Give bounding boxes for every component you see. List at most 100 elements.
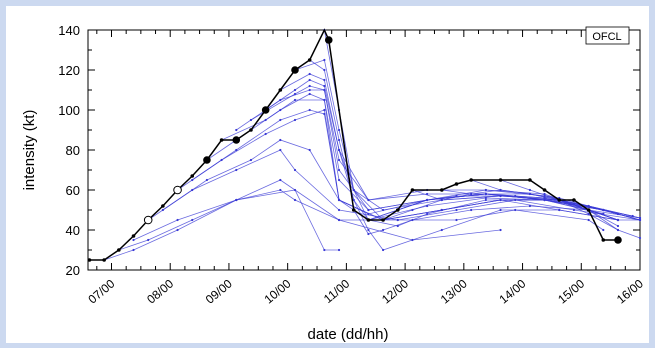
y-axis: 20 40 60 80 100 120 140 [58, 23, 640, 278]
forecast-point [308, 92, 311, 96]
best-track-point [278, 88, 283, 92]
forecast-point [455, 218, 458, 222]
forecast-point [323, 58, 326, 62]
forecast-point [484, 188, 487, 192]
y-tick-label: 140 [58, 23, 80, 38]
forecast-point [191, 218, 194, 222]
forecast-point [528, 204, 531, 208]
y-tick-label: 100 [58, 103, 80, 118]
x-tick-label: 12/00 [379, 276, 411, 306]
forecast-point [499, 188, 502, 192]
forecast-point [484, 198, 487, 202]
y-tick-label: 80 [66, 143, 80, 158]
y-tick-label: 60 [66, 183, 80, 198]
forecast-point [367, 232, 370, 236]
forecast-point [587, 204, 590, 208]
forecast-point [235, 148, 238, 152]
forecast-point [337, 248, 341, 252]
best-track-point [528, 178, 532, 182]
forecast-line [338, 149, 619, 251]
forecast-point [279, 148, 282, 152]
forecast-point [293, 98, 297, 102]
forecast-point [176, 228, 179, 232]
forecast-point [367, 208, 370, 212]
best-track-point [219, 138, 224, 142]
forecast-point [484, 196, 487, 200]
best-track-point [117, 248, 121, 252]
legend: OFCL [585, 26, 630, 45]
x-axis-label: date (dd/hh) [308, 326, 389, 343]
forecast-point [440, 198, 443, 202]
forecast-point [558, 208, 561, 212]
forecast-point [293, 88, 297, 92]
forecast-point [337, 198, 341, 202]
forecast-point [426, 212, 429, 216]
forecast-point [367, 228, 370, 232]
forecast-point [616, 224, 620, 228]
forecast-point [176, 218, 179, 222]
forecast-point [308, 78, 311, 82]
best-track-point [173, 185, 182, 195]
forecast-point [470, 208, 473, 212]
x-tick-label: 09/00 [203, 276, 235, 306]
forecast-point [161, 208, 164, 212]
forecast-point [293, 198, 297, 202]
forecast-point [337, 178, 341, 182]
x-tick-label: 13/00 [438, 276, 470, 306]
best-track-point [190, 174, 195, 178]
forecast-point [293, 118, 297, 122]
x-tick-label: 08/00 [144, 276, 176, 306]
forecast-point [293, 92, 297, 96]
forecast-point [337, 218, 341, 222]
forecast-line [118, 179, 501, 251]
best-track-point [351, 208, 356, 212]
forecast-point [396, 224, 399, 228]
best-track-point [410, 188, 415, 192]
forecast-point [337, 128, 341, 132]
best-track-point [232, 136, 241, 144]
forecast-point [499, 208, 502, 212]
y-tick-label: 20 [66, 263, 80, 278]
forecast-point [514, 194, 517, 198]
forecast-point [337, 158, 341, 162]
forecast-point [337, 148, 341, 152]
forecast-point [235, 168, 238, 172]
forecast-point [279, 138, 282, 142]
best-track-point [143, 215, 153, 225]
forecast-point [308, 108, 311, 112]
best-track-point [307, 58, 312, 62]
forecast-point [470, 192, 473, 196]
forecast-point [147, 238, 150, 242]
plot-frame [87, 29, 641, 271]
forecast-point [572, 208, 576, 212]
forecast-point [587, 212, 590, 216]
best-track-point [161, 204, 165, 208]
forecast-point [337, 168, 341, 172]
best-track-point [324, 36, 333, 44]
forecast-point [235, 128, 238, 132]
x-tick-label: 07/00 [85, 276, 117, 306]
y-tick-label: 120 [58, 63, 80, 78]
forecast-point [455, 208, 458, 212]
forecast-point [587, 218, 590, 222]
forecast-point [279, 178, 282, 182]
forecast-point [191, 178, 194, 182]
forecast-point [396, 218, 399, 222]
forecast-point [337, 208, 341, 212]
x-tick-label: 15/00 [555, 276, 587, 306]
best-track-point [395, 208, 400, 212]
forecast-point [638, 236, 642, 240]
forecast-point [367, 212, 370, 216]
forecast-point [323, 68, 326, 72]
forecast-point [528, 188, 531, 192]
forecast-point [616, 228, 620, 232]
forecast-point [352, 188, 355, 192]
forecast-point [235, 198, 238, 202]
best-track-point [261, 106, 270, 114]
forecast-point [499, 228, 502, 232]
forecast-point [264, 132, 267, 136]
forecast-point [381, 248, 385, 252]
best-track-point [381, 218, 385, 222]
forecast-point [411, 208, 414, 212]
forecast-point [323, 84, 326, 88]
